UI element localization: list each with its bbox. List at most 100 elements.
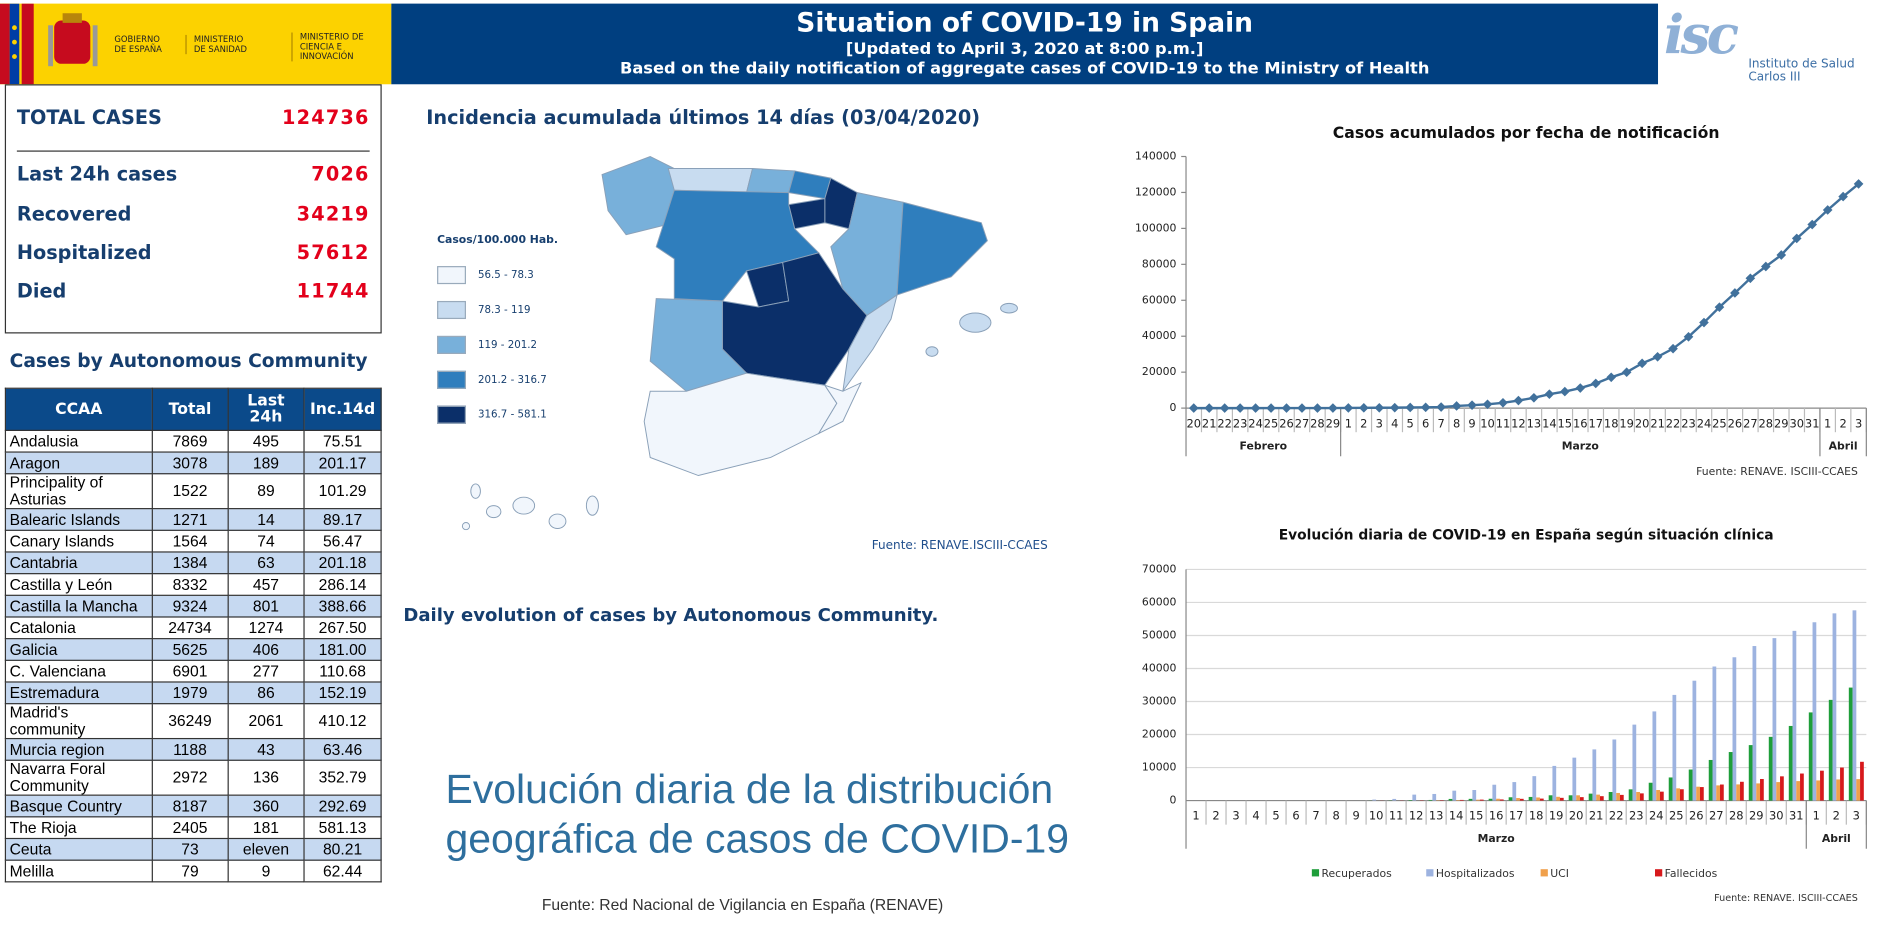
map-region bbox=[959, 312, 992, 333]
x-tick-label: 18 bbox=[1604, 416, 1619, 430]
bar bbox=[1812, 622, 1817, 801]
x-tick-label: 5 bbox=[1272, 809, 1279, 823]
bar bbox=[1760, 779, 1764, 801]
bar bbox=[1732, 657, 1737, 801]
x-tick-label: 2 bbox=[1833, 809, 1840, 823]
government-logos: GOBIERNO DE ESPAÑA MINISTERIO DE SANIDAD… bbox=[0, 3, 392, 85]
summary-box: TOTAL CASES 124736 Last 24h cases 7026 Recov… bbox=[4, 84, 382, 334]
table-cell: 360 bbox=[227, 794, 305, 818]
x-tick-label: 1 bbox=[1192, 809, 1199, 823]
map-region bbox=[667, 168, 754, 194]
table-cell: 152.19 bbox=[303, 681, 382, 705]
bar bbox=[1448, 798, 1453, 801]
data-point bbox=[1374, 402, 1385, 413]
bar bbox=[1780, 776, 1784, 801]
legend-label: Hospitalizados bbox=[1436, 867, 1515, 880]
map-title: Incidencia acumulada últimos 14 días (03… bbox=[426, 105, 981, 129]
data-point bbox=[1266, 403, 1276, 413]
table-row: Madrid's community 36249 2061 410.12 bbox=[4, 703, 382, 740]
bar bbox=[1808, 712, 1813, 801]
legend-label: Recuperados bbox=[1321, 867, 1392, 880]
x-tick-label: 24 bbox=[1248, 416, 1263, 430]
table-cell: 62.44 bbox=[303, 859, 382, 883]
bar bbox=[1720, 784, 1724, 801]
bar bbox=[1508, 797, 1513, 801]
bar bbox=[1516, 798, 1520, 801]
x-tick-label: 23 bbox=[1233, 416, 1248, 430]
summary-row: Hospitalized 57612 bbox=[17, 241, 370, 264]
data-point bbox=[1822, 205, 1833, 215]
bar bbox=[1820, 770, 1824, 801]
table-cell: 101.29 bbox=[303, 473, 382, 510]
data-point bbox=[1730, 288, 1740, 298]
map-region bbox=[788, 170, 832, 200]
table-cell: 2405 bbox=[151, 816, 229, 840]
legend-swatch bbox=[1311, 869, 1320, 877]
x-tick-label: 8 bbox=[1453, 416, 1460, 430]
table-cell: 286.14 bbox=[303, 573, 382, 596]
y-tick-label: 50000 bbox=[1142, 628, 1177, 641]
map-source: Fuente: RENAVE.ISCIII-CCAES bbox=[871, 539, 1048, 553]
x-tick-label: 10 bbox=[1369, 809, 1384, 823]
table-cell: C. Valenciana bbox=[4, 659, 153, 683]
map-region bbox=[470, 483, 481, 499]
legend-label: 78.3 - 119 bbox=[478, 303, 531, 317]
table-row: Murcia region 1188 43 63.46 bbox=[4, 737, 382, 761]
table-cell: The Rioja bbox=[4, 816, 153, 840]
bar bbox=[1632, 724, 1637, 801]
bar bbox=[1832, 613, 1837, 801]
bar bbox=[1548, 795, 1553, 801]
table-cell: 36249 bbox=[151, 703, 229, 740]
y-tick-label: 40000 bbox=[1142, 661, 1177, 674]
column-header: Last 24h bbox=[227, 387, 305, 431]
table-cell: Canary Islands bbox=[4, 529, 153, 553]
table-cell: Melilla bbox=[4, 859, 153, 883]
x-tick-label: 27 bbox=[1743, 416, 1758, 430]
map-region bbox=[824, 177, 858, 230]
x-tick-label: 25 bbox=[1669, 809, 1684, 823]
x-tick-label: 16 bbox=[1573, 416, 1588, 430]
x-tick-label: 18 bbox=[1529, 809, 1544, 823]
table-row: Canary Islands 1564 74 56.47 bbox=[4, 529, 382, 553]
legend-label: 201.2 - 316.7 bbox=[478, 373, 547, 386]
y-tick-label: 100000 bbox=[1135, 221, 1176, 234]
table-cell: 495 bbox=[227, 429, 305, 453]
data-point bbox=[1714, 302, 1725, 312]
bar bbox=[1716, 785, 1721, 801]
legend-swatch bbox=[437, 335, 466, 354]
table-cell: Estremadura bbox=[4, 681, 153, 705]
map-region bbox=[788, 198, 826, 230]
table-cell: 8187 bbox=[151, 794, 229, 818]
divider bbox=[16, 150, 370, 152]
bar bbox=[1468, 798, 1473, 801]
bar bbox=[1616, 792, 1620, 801]
bar bbox=[1619, 794, 1624, 801]
x-tick-label: 1 bbox=[1345, 416, 1352, 430]
table-cell: 406 bbox=[227, 638, 305, 661]
x-tick-label: 29 bbox=[1326, 416, 1341, 430]
data-point bbox=[1699, 317, 1709, 328]
x-group-label: Abril bbox=[1822, 832, 1851, 845]
table-cell: 56.47 bbox=[303, 529, 382, 553]
x-tick-label: 26 bbox=[1728, 416, 1743, 430]
bar bbox=[1528, 796, 1533, 801]
section-source: Fuente: Red Nacional de Vigilancia en Es… bbox=[541, 895, 944, 914]
table-cell: 1522 bbox=[151, 473, 229, 510]
bar bbox=[1652, 711, 1657, 801]
x-group-label: Abril bbox=[1829, 440, 1858, 453]
logo-text: MINISTERIO DE SANIDAD bbox=[185, 34, 256, 55]
table-cell: 8332 bbox=[151, 573, 229, 596]
legend-swatch bbox=[1426, 869, 1434, 877]
logo-text: MINISTERIO DE CIENCIA E INNOVACIÓN bbox=[291, 32, 376, 62]
table-cell: 43 bbox=[227, 737, 305, 761]
x-tick-label: 28 bbox=[1759, 416, 1774, 430]
institute-name: Instituto de Salud Carlos III bbox=[1748, 57, 1855, 85]
data-point bbox=[1606, 372, 1617, 383]
x-tick-label: 6 bbox=[1292, 809, 1299, 823]
bar bbox=[1836, 779, 1841, 801]
bar bbox=[1792, 630, 1797, 801]
column-header: Total bbox=[151, 387, 229, 431]
logo-text: GOBIERNO DE ESPAÑA bbox=[114, 34, 162, 55]
data-point bbox=[1575, 383, 1586, 393]
bar bbox=[1712, 666, 1717, 801]
